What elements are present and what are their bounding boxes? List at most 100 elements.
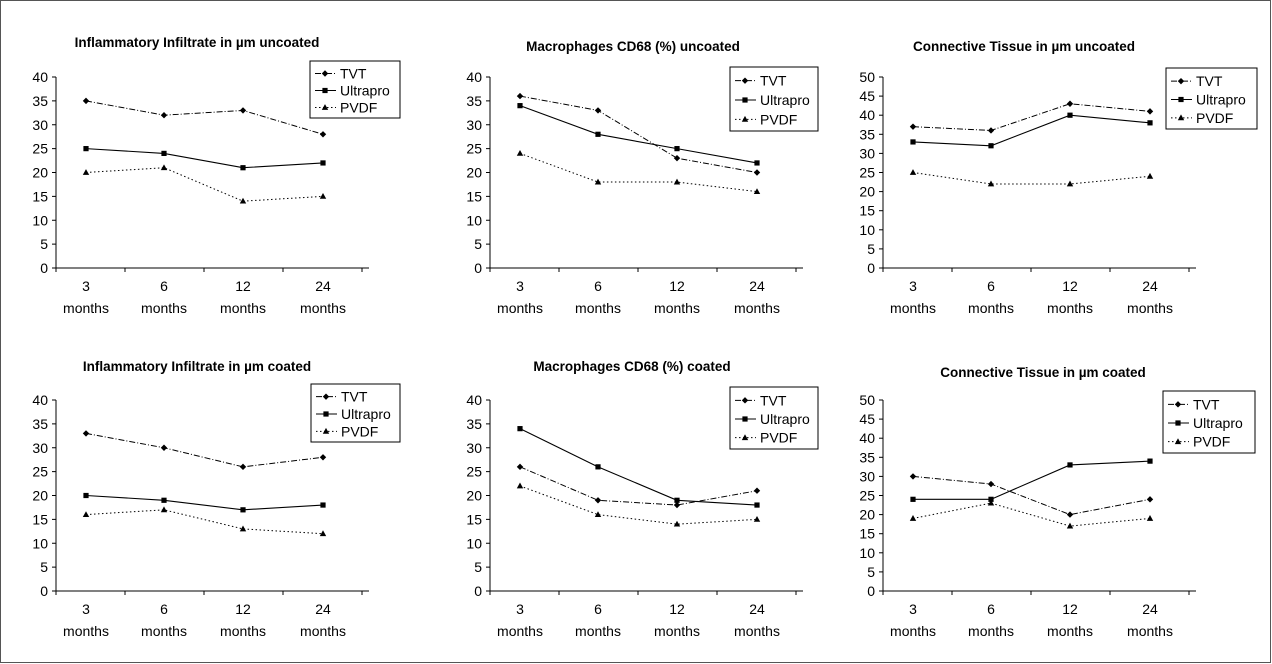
legend-label-tvt: TVT (1193, 396, 1220, 412)
legend-marker-tvt (1177, 77, 1185, 85)
data-point-ultrapro (320, 502, 326, 508)
data-point-tvt (909, 473, 917, 480)
x-tick-label-unit: months (141, 623, 187, 639)
y-tick-label: 45 (859, 411, 875, 427)
x-tick-label-unit: months (497, 300, 543, 316)
data-point-pvdf (1146, 172, 1154, 179)
series-line-pvdf (85, 167, 324, 202)
chart-title: Inflammatory Infiltrate in µm coated (83, 359, 311, 374)
series-line-pvdf (912, 172, 1151, 185)
legend-marker-tvt (741, 397, 749, 404)
data-point-tvt (1146, 108, 1154, 115)
data-point-ultrapro (910, 496, 916, 502)
y-tick-label: 35 (32, 416, 48, 432)
data-point-ultrapro (240, 165, 246, 171)
data-point-pvdf (987, 180, 995, 187)
data-point-ultrapro (754, 502, 760, 508)
data-point-ultrapro (320, 160, 326, 166)
chart-5: Macrophages CD68 (%) coated 0 5 10 15 20 25 30 3… (466, 359, 819, 639)
x-tick-label-unit: months (890, 300, 936, 316)
y-tick-label: 0 (474, 583, 482, 599)
y-tick-label: 5 (474, 559, 482, 575)
legend-marker-ultrapro (742, 97, 748, 103)
y-tick-label: 35 (859, 449, 875, 465)
legend-marker-tvt (322, 393, 330, 400)
chart-title: Macrophages CD68 (%) coated (533, 359, 730, 374)
y-tick-label: 35 (32, 93, 48, 109)
data-point-tvt (594, 497, 602, 504)
series-line-ultrapro (912, 114, 1151, 147)
x-tick-label-unit: months (575, 623, 621, 639)
y-tick-label: 50 (859, 69, 875, 85)
data-point-tvt (516, 463, 524, 471)
data-point-ultrapro (1147, 458, 1153, 464)
x-tick-label-unit: months (141, 300, 187, 316)
data-point-ultrapro (161, 150, 167, 156)
chart-2: Macrophages CD68 (%) uncoated 0 5 10 15 20 25 3… (466, 39, 819, 316)
x-tick-label: 24 (315, 601, 331, 617)
data-point-ultrapro (674, 146, 680, 152)
data-point-pvdf (1146, 515, 1154, 521)
data-point-pvdf (753, 188, 761, 194)
y-tick-label: 15 (32, 511, 48, 527)
chart-3: Connective Tissue in µm uncoated 0 5 10 15 20… (859, 39, 1258, 316)
legend-label-tvt: TVT (340, 66, 367, 82)
x-tick-label-unit: months (300, 623, 346, 639)
data-point-pvdf (909, 515, 917, 521)
y-tick-label: 5 (867, 241, 875, 257)
data-point-pvdf (516, 150, 524, 156)
y-tick-label: 50 (859, 392, 875, 408)
y-tick-label: 20 (466, 488, 482, 504)
data-point-tvt (160, 444, 168, 451)
y-tick-label: 25 (466, 464, 482, 480)
legend-marker-tvt (1174, 401, 1182, 408)
y-tick-label: 25 (32, 141, 48, 157)
data-point-ultrapro (910, 139, 916, 145)
data-point-pvdf (673, 520, 681, 527)
data-point-ultrapro (83, 492, 89, 499)
y-tick-label: 30 (466, 440, 482, 456)
legend-marker-pvdf (322, 427, 330, 434)
data-point-pvdf (82, 511, 90, 517)
chart-title: Connective Tissue in µm coated (940, 365, 1146, 380)
series-line-pvdf (519, 485, 758, 525)
x-tick-label-unit: months (654, 300, 700, 316)
x-tick-label: 24 (1142, 601, 1158, 617)
x-tick-label-unit: months (1047, 300, 1093, 316)
series-line-tvt (912, 475, 1151, 516)
data-point-ultrapro (1147, 120, 1153, 126)
data-point-ultrapro (754, 160, 760, 166)
series-line-pvdf (519, 152, 758, 193)
x-tick-label: 24 (1142, 278, 1158, 294)
chart-title: Inflammatory Infiltrate in µm uncoated (75, 35, 320, 50)
data-point-ultrapro (517, 103, 523, 109)
series-line-ultrapro (519, 428, 758, 506)
legend-marker-ultrapro (323, 411, 329, 417)
data-point-tvt (594, 107, 602, 114)
legend-label-tvt: TVT (341, 389, 368, 405)
data-point-pvdf (987, 499, 995, 506)
y-tick-label: 15 (466, 188, 482, 204)
y-tick-label: 0 (867, 260, 875, 276)
chart-title: Macrophages CD68 (%) uncoated (526, 39, 740, 54)
y-tick-label: 5 (867, 564, 875, 580)
series-line-pvdf (912, 502, 1151, 527)
legend-marker-pvdf (1177, 114, 1185, 121)
x-tick-label-unit: months (63, 623, 109, 639)
data-point-tvt (987, 127, 995, 134)
y-tick-label: 25 (466, 141, 482, 157)
y-tick-label: 20 (32, 165, 48, 181)
legend-label-ultrapro: Ultrapro (340, 83, 390, 99)
y-tick-label: 40 (859, 107, 875, 123)
y-tick-label: 15 (859, 526, 875, 542)
x-tick-label-unit: months (968, 623, 1014, 639)
legend-label-pvdf: PVDF (760, 430, 797, 446)
y-tick-label: 30 (32, 117, 48, 133)
series-line-ultrapro (85, 148, 324, 169)
data-point-pvdf (1066, 522, 1074, 529)
legend-label-ultrapro: Ultrapro (760, 411, 810, 427)
